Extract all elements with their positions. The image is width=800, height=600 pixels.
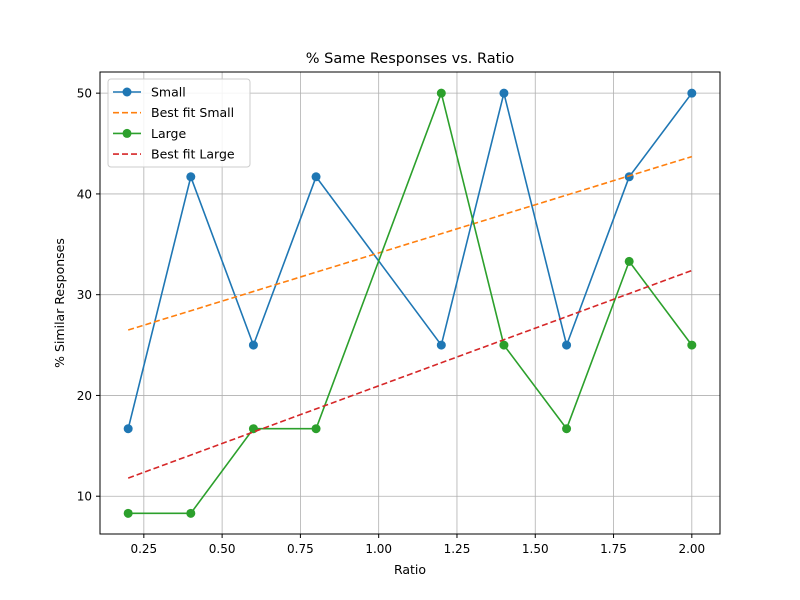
legend-label-best-fit-large: Best fit Large <box>151 147 235 162</box>
data-point-small <box>687 88 697 98</box>
x-tick-label: 0.25 <box>130 542 157 556</box>
series-line-best-fit-large <box>127 269 693 479</box>
y-axis-ticks: 10 20 30 40 50 <box>77 87 100 504</box>
legend-label-small: Small <box>151 85 186 100</box>
chart-title: % Same Responses vs. Ratio <box>306 51 515 67</box>
y-tick-label: 50 <box>77 87 92 101</box>
x-tick-label: 0.50 <box>209 542 236 556</box>
data-point-small <box>311 172 321 182</box>
data-point-small <box>562 340 572 350</box>
x-tick-label: 1.00 <box>365 542 392 556</box>
y-tick-label: 10 <box>77 490 92 504</box>
y-tick-label: 30 <box>77 288 92 302</box>
data-point-small <box>499 88 509 98</box>
data-point-small <box>186 172 196 182</box>
data-point-large <box>123 508 133 518</box>
data-point-small <box>248 340 258 350</box>
y-tick-label: 20 <box>77 389 92 403</box>
x-tick-label: 2.00 <box>678 542 705 556</box>
legend-marker-small <box>122 87 132 97</box>
legend: Small Best fit Small Large Best fit Large <box>107 78 251 168</box>
data-point-large <box>687 340 697 350</box>
data-point-large <box>624 256 634 266</box>
data-point-large <box>562 424 572 434</box>
legend-marker-large <box>122 128 132 138</box>
x-tick-label: 0.75 <box>287 542 314 556</box>
data-point-small <box>436 340 446 350</box>
x-tick-label: 1.25 <box>444 542 471 556</box>
y-tick-label: 40 <box>77 187 92 201</box>
plot-frame <box>99 71 721 535</box>
data-point-large <box>248 424 258 434</box>
legend-label-best-fit-small: Best fit Small <box>151 105 234 120</box>
series-line-best-fit-small <box>127 155 693 331</box>
data-point-large <box>499 340 509 350</box>
legend-label-large: Large <box>151 126 186 141</box>
x-tick-label: 1.50 <box>522 542 549 556</box>
data-point-large <box>436 88 446 98</box>
legend-box <box>107 78 251 168</box>
x-axis-ticks: 0.25 0.50 0.75 1.00 1.25 1.50 1.75 2.00 <box>130 534 705 556</box>
data-point-large <box>311 424 321 434</box>
y-axis-label: % Similar Responses <box>52 238 67 368</box>
data-point-small <box>123 424 133 434</box>
data-point-small <box>624 172 634 182</box>
series-layer <box>123 88 697 518</box>
x-tick-label: 1.75 <box>600 542 627 556</box>
x-axis-label: Ratio <box>394 562 426 577</box>
data-point-large <box>186 508 196 518</box>
